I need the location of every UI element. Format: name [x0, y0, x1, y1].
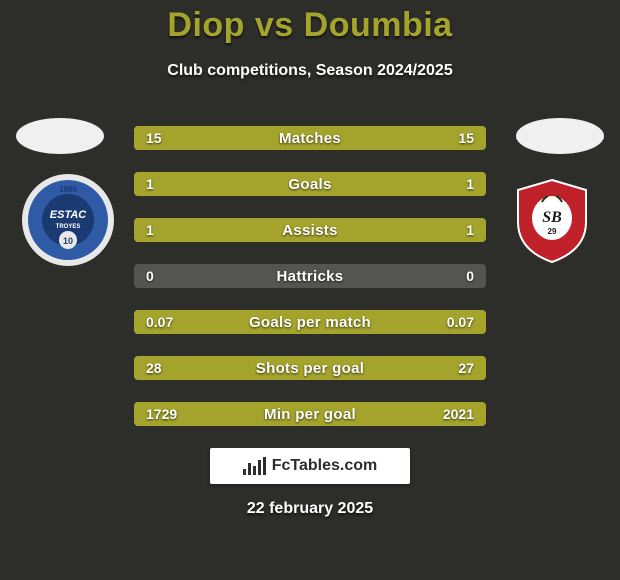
stat-label: Hattricks [134, 264, 486, 288]
stat-right-value: 0 [454, 264, 486, 288]
stat-label: Matches [134, 126, 486, 150]
stat-label: Goals per match [134, 310, 486, 334]
stat-left-value: 0 [134, 264, 166, 288]
stat-row: 17292021Min per goal [134, 402, 486, 426]
stat-row: 1 1Assists [134, 218, 486, 242]
club-badge-left: 1986 ESTAC TROYES 10 [20, 172, 116, 268]
player-flag-right [516, 118, 604, 154]
stat-right-value: 0.07 [435, 310, 486, 334]
stat-left-value: 15 [134, 126, 174, 150]
stat-label: Goals [134, 172, 486, 196]
chart-icon [243, 457, 266, 475]
player-flag-left [16, 118, 104, 154]
footer-brand-text: FcTables.com [272, 457, 378, 475]
stat-right-value: 15 [446, 126, 486, 150]
subtitle: Club competitions, Season 2024/2025 [0, 62, 620, 80]
stat-right-value: 1 [454, 218, 486, 242]
club-left-num: 10 [63, 236, 73, 246]
page-title: Diop vs Doumbia [0, 6, 620, 45]
stat-label: Shots per goal [134, 356, 486, 380]
stat-right-value: 1 [454, 172, 486, 196]
club-right-text: SB [542, 209, 562, 226]
club-right-num: 29 [548, 227, 557, 236]
club-badge-right: SB 29 [504, 172, 600, 268]
stat-row: 15 15Matches [134, 126, 486, 150]
stat-row: 0.07 0.07Goals per match [134, 310, 486, 334]
club-left-text: ESTAC [50, 209, 88, 221]
footer-brand-badge: FcTables.com [210, 448, 410, 484]
club-left-subtext: TROYES [56, 224, 81, 230]
stat-row: 1 1Goals [134, 172, 486, 196]
stat-right-value: 2021 [431, 402, 486, 426]
stat-row: 28 27Shots per goal [134, 356, 486, 380]
footer-date: 22 february 2025 [0, 500, 620, 518]
stat-right-value: 27 [446, 356, 486, 380]
stat-left-value: 0.07 [134, 310, 185, 334]
stat-left-value: 1729 [134, 402, 189, 426]
stat-left-value: 1 [134, 218, 166, 242]
club-left-year: 1986 [59, 185, 77, 194]
stat-row: 0 0Hattricks [134, 264, 486, 288]
stat-label: Assists [134, 218, 486, 242]
stat-left-value: 1 [134, 172, 166, 196]
stat-left-value: 28 [134, 356, 174, 380]
comparison-bars: 1515Matches11Goals11Assists00Hattricks0.… [134, 126, 486, 448]
